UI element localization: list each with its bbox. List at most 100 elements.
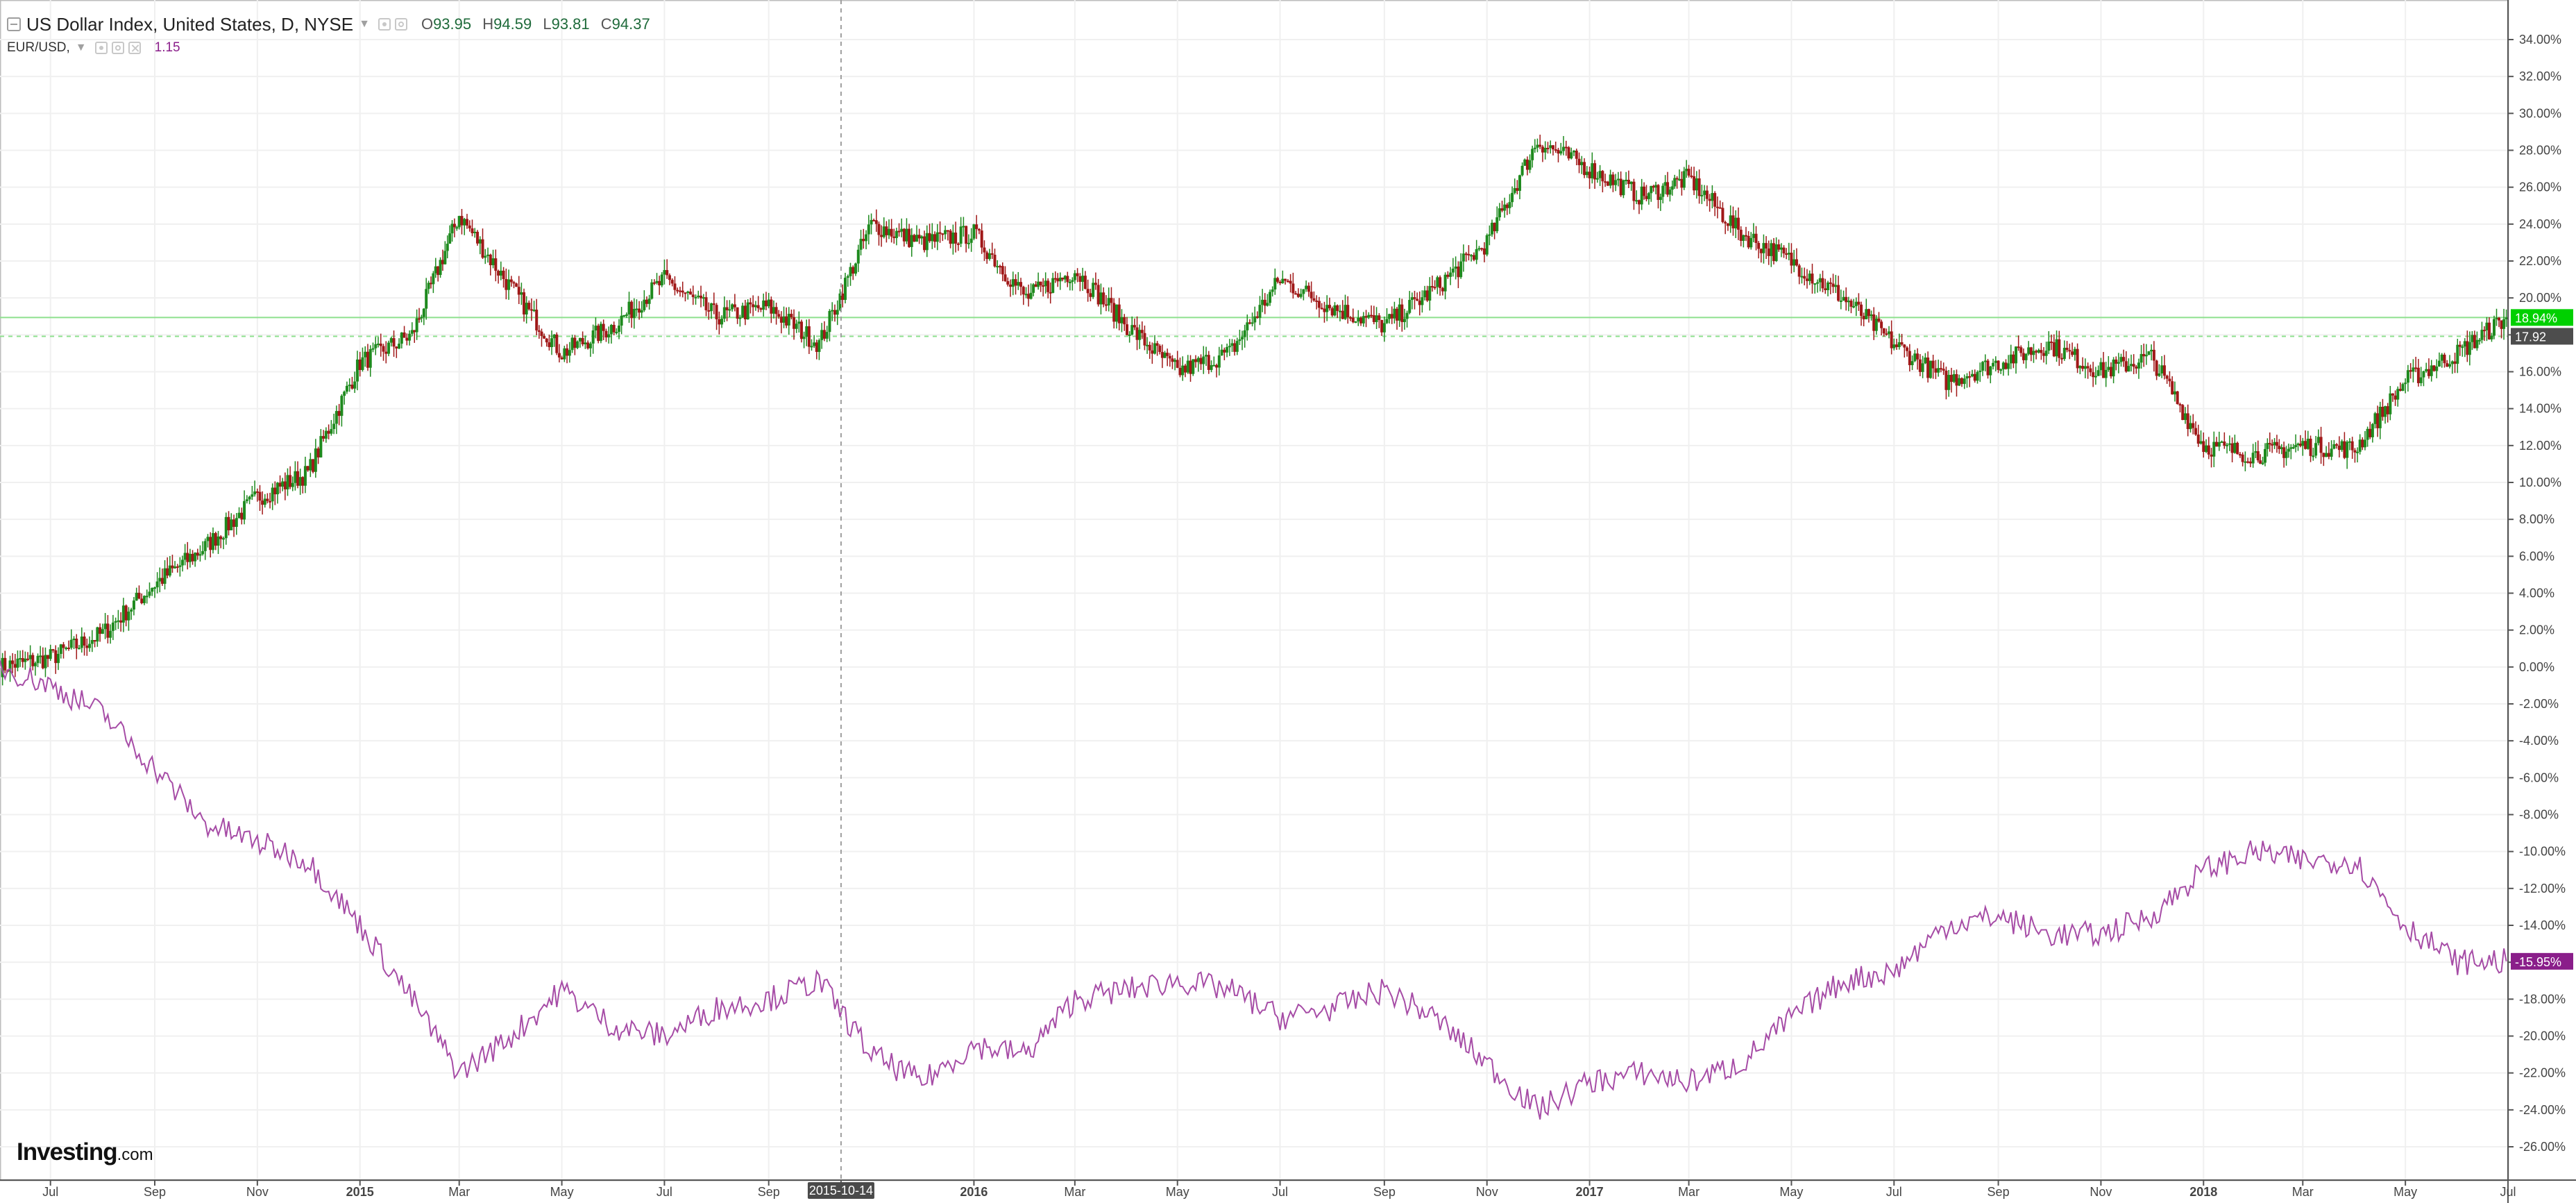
candle-body (1351, 317, 1355, 323)
gear-icon[interactable] (394, 18, 407, 31)
candle-body (137, 592, 141, 599)
candle-body (2493, 319, 2496, 336)
chevron-down-icon[interactable]: ▼ (75, 42, 87, 53)
candle-body (2099, 362, 2103, 371)
close-icon[interactable] (128, 42, 141, 54)
candle-body (1518, 175, 1521, 191)
candle-body (173, 566, 177, 569)
candle-body (570, 337, 574, 351)
candle-body (121, 605, 125, 623)
candle-body (145, 596, 149, 598)
compare-symbol[interactable]: EUR/USD, (7, 40, 70, 55)
candle-body (689, 292, 693, 295)
candle-body (2296, 444, 2300, 446)
x-tick-label: May (1779, 1185, 1803, 1199)
candle-body (1140, 330, 1144, 333)
candle-body (1976, 371, 1979, 381)
candle-body (2273, 441, 2276, 446)
candle-body (422, 308, 425, 317)
candle-body (2181, 405, 2185, 420)
candle-body (1970, 373, 1974, 377)
candle-body (975, 224, 978, 229)
candle-body (902, 228, 906, 242)
candle-body (1173, 360, 1177, 362)
last-price-tag-box (2511, 309, 2573, 326)
candle-body (266, 498, 269, 501)
candle-body (1120, 317, 1124, 323)
candle-body (153, 587, 156, 589)
candle-body (712, 303, 715, 305)
y-tick-label: 10.00% (2519, 476, 2561, 489)
candle-body (1042, 285, 1045, 287)
y-axis[interactable]: 34.00% 32.00% 30.00% 28.00% 26.00% 24.00% 22.0… (2507, 0, 2566, 1203)
y-tick-label: -10.00% (2519, 845, 2566, 859)
candle-body (722, 307, 726, 319)
candle-body (2306, 438, 2310, 449)
candle-body (1266, 303, 1269, 306)
candle-body (1818, 278, 1822, 283)
candle-body (119, 620, 123, 623)
candle-body (555, 334, 559, 353)
candle-body (1049, 292, 1052, 294)
candle-body (604, 330, 608, 338)
candle-body (1839, 301, 1842, 303)
eye-icon[interactable] (94, 42, 108, 54)
candle-body (460, 216, 464, 226)
candle-body (1906, 347, 1909, 351)
candle-body (1897, 342, 1901, 347)
candle-body (353, 381, 357, 389)
candle-body (1564, 146, 1568, 149)
candle-body (859, 239, 863, 250)
candle-body (749, 302, 752, 305)
candle-body (756, 305, 760, 309)
candle-body (815, 342, 818, 352)
candle-body (1490, 222, 1493, 235)
candle-body (99, 627, 102, 634)
candle-body (650, 282, 654, 299)
candle-body (1215, 364, 1219, 368)
candle-body (379, 343, 382, 346)
candle-body (1286, 280, 1289, 283)
candle-body (183, 553, 187, 560)
candle-body (211, 532, 214, 550)
candle-body (670, 280, 674, 284)
candle-body (1892, 344, 1896, 348)
candle-body (2052, 342, 2056, 357)
candle-body (2340, 441, 2344, 451)
collapse-icon[interactable] (7, 17, 21, 31)
candle-body (340, 396, 344, 417)
candle-body (1513, 187, 1516, 193)
candle-body (478, 239, 482, 244)
candle-body (180, 560, 184, 566)
candle-body (258, 491, 262, 501)
candle-body (1104, 304, 1108, 306)
candle-body (833, 310, 836, 315)
candle-body (382, 346, 385, 352)
candle-body (188, 553, 192, 562)
symbol-title[interactable]: US Dollar Index, United States, D, NYSE (26, 13, 354, 35)
candle-body (1632, 181, 1636, 201)
candle-body (2094, 376, 2097, 378)
candle-body (797, 321, 801, 324)
candle-body (251, 494, 254, 497)
candle-body (457, 216, 461, 228)
candle-body (2468, 342, 2471, 355)
candle-body (2363, 439, 2366, 448)
candle-body (278, 482, 282, 487)
gear-icon[interactable] (111, 42, 124, 54)
candle-body (1393, 308, 1396, 319)
candle-body (1729, 215, 1732, 226)
chevron-down-icon[interactable]: ▼ (359, 18, 370, 30)
candle-body (1888, 331, 1891, 335)
close-price-tag-box (2511, 328, 2573, 345)
candle-body (1749, 237, 1753, 248)
candle-body (405, 337, 409, 341)
candle-body (2132, 364, 2135, 367)
eye-icon[interactable] (378, 18, 391, 31)
candle-body (371, 348, 375, 350)
candle-body (573, 337, 577, 348)
x-axis[interactable]: Jul Sep Nov 2015 Mar May Jul Sep 2015-10-14 2016 M… (0, 1179, 2576, 1199)
candle-body (1965, 376, 1969, 379)
candle-body (517, 287, 520, 295)
